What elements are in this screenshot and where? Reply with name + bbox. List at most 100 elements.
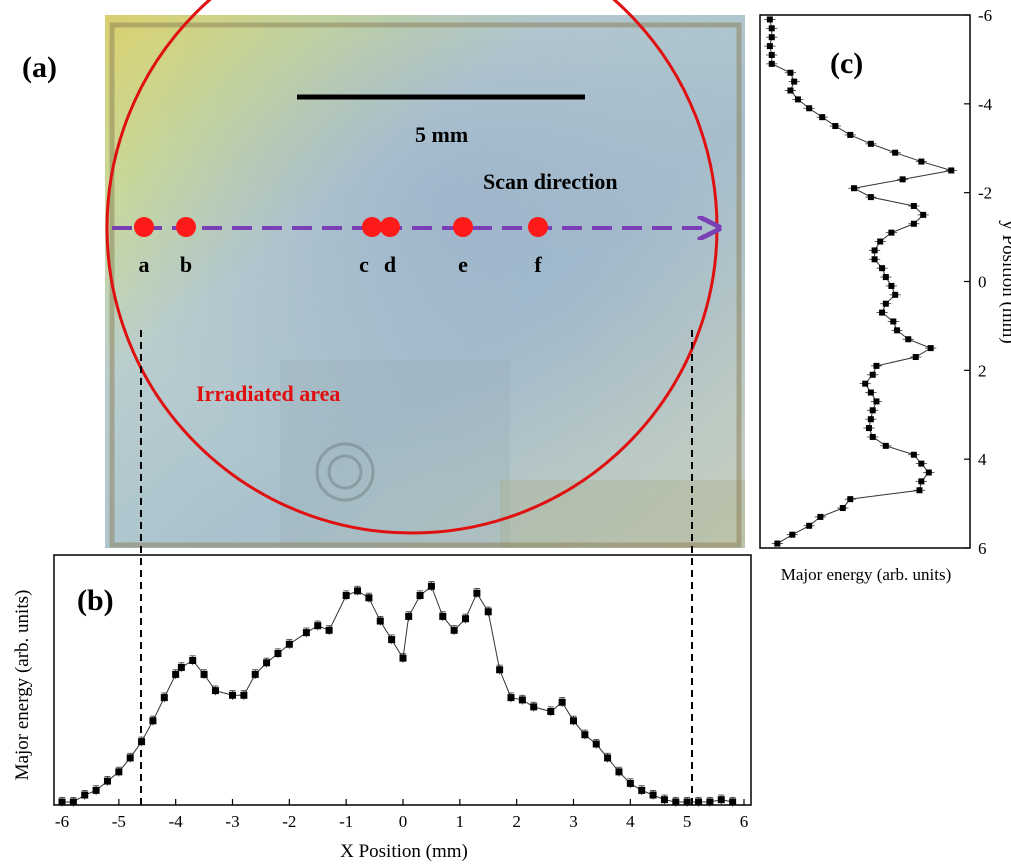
data-point xyxy=(69,798,77,806)
data-point xyxy=(791,78,798,85)
data-point xyxy=(912,354,919,361)
y-tick-label: 6 xyxy=(978,539,987,558)
data-point xyxy=(615,768,623,776)
y-tick-label: -6 xyxy=(978,6,992,25)
data-point xyxy=(787,69,794,76)
data-point xyxy=(879,265,886,272)
data-point xyxy=(916,487,923,494)
data-point xyxy=(873,398,880,405)
data-point xyxy=(869,371,876,378)
data-point xyxy=(496,666,504,674)
data-point xyxy=(342,592,350,600)
data-point xyxy=(439,612,447,620)
data-point xyxy=(285,640,293,648)
photo-panel xyxy=(105,15,745,548)
data-point xyxy=(867,140,874,147)
chart-b-xlabel: X Position (mm) xyxy=(340,841,468,862)
chart-c-series xyxy=(764,16,957,547)
data-point xyxy=(910,220,917,227)
data-point xyxy=(869,407,876,414)
data-point xyxy=(768,51,775,58)
data-point xyxy=(894,327,901,334)
data-point xyxy=(892,291,899,298)
scale-bar-label: 5 mm xyxy=(415,122,468,147)
data-point xyxy=(806,105,813,112)
chart-c-plot-frame xyxy=(759,14,971,549)
data-point xyxy=(649,791,657,799)
data-point xyxy=(819,114,826,121)
data-point xyxy=(871,256,878,263)
data-point xyxy=(817,513,824,520)
data-point xyxy=(325,626,333,634)
scan-point-c xyxy=(362,217,382,237)
data-point xyxy=(867,194,874,201)
data-point xyxy=(867,389,874,396)
data-point xyxy=(672,798,680,806)
scan-point-label-a: a xyxy=(139,252,150,277)
data-point xyxy=(399,654,407,662)
data-point xyxy=(927,345,934,352)
data-point xyxy=(882,300,889,307)
data-point xyxy=(787,87,794,94)
scan-point-label-e: e xyxy=(458,252,468,277)
x-tick-label: 6 xyxy=(740,812,749,831)
data-point xyxy=(81,791,89,799)
x-tick-label: 2 xyxy=(512,812,521,831)
scan-point-f xyxy=(528,217,548,237)
data-point xyxy=(892,149,899,156)
data-point xyxy=(581,731,589,739)
data-point xyxy=(473,589,481,597)
x-tick-label: -6 xyxy=(55,812,69,831)
data-point xyxy=(948,167,955,174)
data-point xyxy=(240,691,248,699)
data-point xyxy=(706,798,714,806)
chart-b-series xyxy=(58,581,737,807)
x-tick-label: 5 xyxy=(683,812,692,831)
data-point xyxy=(832,123,839,130)
scan-point-label-d: d xyxy=(384,252,396,277)
data-point xyxy=(867,416,874,423)
data-point xyxy=(729,798,737,806)
data-point xyxy=(660,796,668,804)
scan-point-d xyxy=(380,217,400,237)
data-point xyxy=(177,663,185,671)
data-point xyxy=(450,626,458,634)
scan-point-a xyxy=(134,217,154,237)
data-point xyxy=(851,185,858,192)
data-point xyxy=(314,622,322,630)
y-tick-label: -4 xyxy=(978,95,993,114)
data-point xyxy=(58,798,66,806)
x-tick-label: -5 xyxy=(112,812,126,831)
panel-label-c: (c) xyxy=(830,47,863,80)
data-point xyxy=(717,796,725,804)
scan-point-b xyxy=(176,217,196,237)
data-point xyxy=(847,496,854,503)
data-point xyxy=(354,587,362,595)
chart-b-plot-frame xyxy=(53,554,752,806)
data-point xyxy=(172,670,180,678)
data-point xyxy=(388,636,396,644)
photo-defect-ring xyxy=(315,442,375,502)
data-point xyxy=(149,717,157,725)
data-point xyxy=(484,608,492,616)
data-point xyxy=(518,696,526,704)
data-point xyxy=(879,309,886,316)
panel-label-a: (a) xyxy=(22,51,57,84)
data-point xyxy=(766,16,773,23)
data-point xyxy=(365,594,373,602)
data-point xyxy=(376,617,384,625)
data-point xyxy=(882,442,889,449)
data-point xyxy=(126,754,134,762)
data-point xyxy=(211,687,219,695)
data-point xyxy=(768,25,775,32)
chart-c-ylabel: y Position (mm) xyxy=(998,220,1011,344)
data-point xyxy=(905,336,912,343)
data-point xyxy=(865,425,872,432)
x-tick-label: -4 xyxy=(169,812,184,831)
data-point xyxy=(160,694,168,702)
data-point xyxy=(873,362,880,369)
data-point xyxy=(626,779,634,787)
data-point xyxy=(869,433,876,440)
data-point xyxy=(416,592,424,600)
data-point xyxy=(302,629,310,637)
